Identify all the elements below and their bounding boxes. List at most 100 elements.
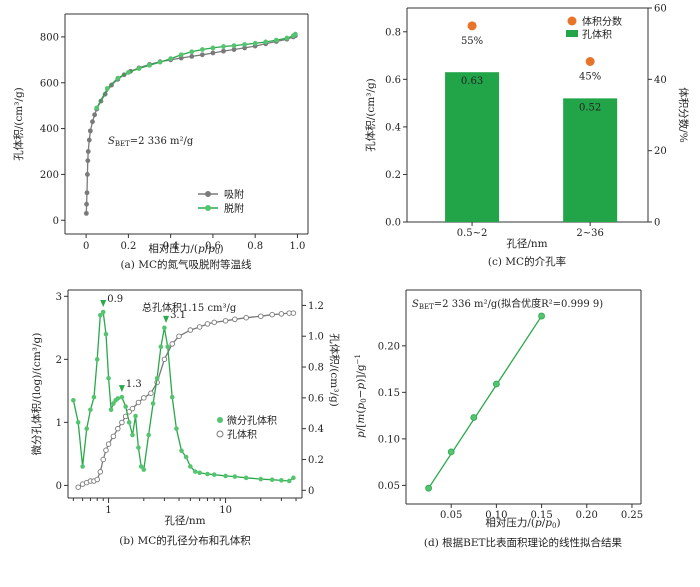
panel-a-point <box>199 52 205 58</box>
panel-a-point <box>84 190 90 196</box>
panel-b-xlabel: 孔径/nm <box>164 514 205 527</box>
panel-a-point <box>85 158 91 164</box>
panel-c-ytick-right-label: 40 <box>654 75 667 86</box>
panel-b-differential-point <box>71 398 76 403</box>
panel-b-differential-point <box>223 473 228 479</box>
panel-b-differential-point <box>123 404 128 409</box>
panel-a-point <box>104 86 110 91</box>
panel-b-peak-label: 1.3 <box>126 379 142 390</box>
panel-b-differential-point <box>158 344 164 350</box>
panel-a-ytick-label: 600 <box>40 78 59 89</box>
panel-a-legend: 吸附 脱附 <box>198 188 244 215</box>
panel-b-differential-point <box>269 477 275 483</box>
panel-a-point <box>87 128 93 134</box>
panel-a-point <box>242 45 248 51</box>
panel-b-cumulative-point <box>161 356 168 363</box>
panel-c-bar-label: 0.63 <box>461 76 483 87</box>
panel-a-ylabel: 孔体积/(cm³/g) <box>12 87 25 161</box>
panel-a-point <box>273 37 279 43</box>
panel-b-legend-differential: 微分孔体积 <box>227 414 277 427</box>
panel-c-xtick-label: 0.5~2 <box>457 228 488 239</box>
panel-b-cumulative-point <box>290 310 297 316</box>
panel-d-point <box>538 312 545 320</box>
panel-b-xtick-label: 1 <box>105 505 111 516</box>
panel-b-peak-arrow <box>100 300 107 308</box>
panel-b-cumulative-point <box>141 395 147 401</box>
panel-d-caption: (d) 根据BET比表面积理论的线性拟合结果 <box>424 536 623 549</box>
panel-c-caption: (c) MC的介孔率 <box>488 255 566 268</box>
panel-b-differential-point <box>188 464 193 469</box>
panel-b-differential-point <box>91 394 97 400</box>
panel-b-differential-point <box>211 472 217 477</box>
panel-b-ytick-label: 2 <box>56 355 62 366</box>
panel-b-cumulative-point <box>148 390 154 396</box>
panel-d-xtick-label: 0.25 <box>621 510 643 521</box>
panel-c-legend-volume: 孔体积 <box>582 29 612 41</box>
panel-b-ytick-right-label: 0.6 <box>308 393 324 404</box>
panel-b-legend-cumulative: 孔体积 <box>227 429 257 441</box>
panel-a-point <box>242 42 248 47</box>
panel-a-point <box>157 59 163 65</box>
panel-b-ytick-right-label: 1.2 <box>308 301 324 312</box>
panel-c-ytick-label: 0.8 <box>385 27 401 38</box>
panel-b-ylabel-right: 孔体积/(cm³/g) <box>328 333 341 407</box>
panel-b-ytick-label: 0 <box>56 481 62 492</box>
panel-c-mesoporosity: 0.0 0.2 0.4 0.6 0.8 0 20 40 60 0.5~2 2~36 0.63 55% 0… <box>364 4 690 269</box>
panel-b-cumulative-point <box>105 441 112 447</box>
panel-b-legend: 微分孔体积 孔体积 <box>216 414 277 441</box>
panel-b-cumulative-point <box>176 333 182 339</box>
panel-b-differential-point <box>126 420 132 425</box>
panel-b-ylabel: 微分孔体积/(log)/(cm³/g) <box>30 333 43 456</box>
panel-a-point <box>221 44 226 49</box>
panel-d-ytick-label: 0.05 <box>378 481 400 492</box>
panel-b-differential-line <box>72 310 294 482</box>
panel-c-ytick-label: 0.4 <box>385 122 401 133</box>
panel-b-differential-point <box>88 407 93 413</box>
panel-b-differential-point <box>138 464 144 469</box>
panel-b-cumulative-point <box>187 327 194 333</box>
panel-b-differential-point <box>192 469 198 474</box>
panel-b-cumulative-point <box>110 433 117 440</box>
panel-c-xtick-label: 2~36 <box>576 228 603 239</box>
panel-a-point <box>263 39 269 45</box>
panel-b-differential-point <box>80 464 85 469</box>
panel-b-cumulative-point <box>222 318 229 324</box>
panel-c-ytick-right-label: 60 <box>654 4 667 15</box>
panel-b-differential-point <box>141 467 147 472</box>
panel-a-point <box>168 56 174 62</box>
panel-a-point <box>84 172 90 177</box>
panel-b-cumulative-point <box>169 341 175 347</box>
panel-b-differential-point <box>174 426 179 431</box>
panel-b-differential-point <box>115 396 121 401</box>
panel-b-differential-point <box>130 432 135 438</box>
panel-b-cumulative-point <box>269 311 275 318</box>
panel-b-differential-point <box>150 401 156 406</box>
panel-a-isotherm: 0 0.2 0.4 0.6 0.8 1.0 0 200 400 600 800 SBET=2 336… <box>12 13 309 271</box>
panel-b-differential-point <box>169 394 175 400</box>
panel-c-ytick-label: 0.6 <box>385 75 401 86</box>
panel-b-ytick-right-label: 0.8 <box>308 363 324 374</box>
panel-c-fraction-point <box>467 21 477 31</box>
panel-d-point <box>470 414 478 421</box>
panel-b-ytick-right-label: 0 <box>308 486 314 497</box>
panel-b-differential-point <box>197 470 202 476</box>
panel-a-point <box>189 49 195 55</box>
panel-b-differential-point <box>286 478 292 484</box>
panel-b-differential-point <box>103 331 109 337</box>
panel-b-cumulative-point <box>97 469 104 475</box>
panel-b-differential-point <box>136 445 141 450</box>
legend-orange-dot <box>567 16 577 26</box>
panel-d-xtick-label: 0.20 <box>576 510 598 521</box>
panel-d-ytick-label: 0.10 <box>378 434 400 445</box>
panel-b-differential-point <box>205 471 210 477</box>
panel-a-point <box>199 47 205 52</box>
panel-a-point <box>94 105 100 111</box>
panel-a-point <box>136 66 142 71</box>
panel-b-cumulative-point <box>204 321 211 327</box>
panel-d-point <box>492 380 500 388</box>
panel-d-ytick-label: 0.20 <box>378 341 400 352</box>
panel-b-cumulative-point <box>115 425 121 432</box>
panel-b-differential-point <box>165 344 170 350</box>
panel-d-xtick-label: 0.05 <box>440 510 462 521</box>
